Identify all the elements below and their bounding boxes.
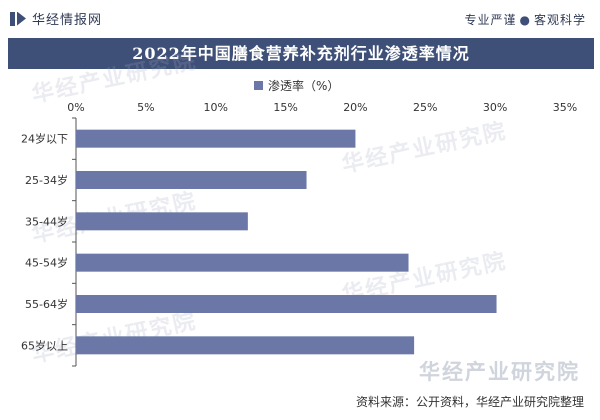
x-tick-label: 5%	[137, 101, 154, 114]
brand: 华经情报网	[10, 9, 102, 28]
bar	[76, 129, 356, 148]
x-tick-label: 35%	[553, 101, 577, 114]
x-tick-label: 30%	[483, 101, 507, 114]
y-tick-label: 35-44岁	[25, 214, 68, 228]
bar	[76, 253, 409, 272]
y-tick-label: 25-34岁	[25, 173, 68, 187]
bar	[76, 295, 497, 313]
slogan-left: 专业严谨	[464, 13, 517, 27]
x-tick-label: 15%	[273, 101, 297, 114]
y-tick-label: 45-54岁	[25, 256, 68, 270]
x-tick-label: 25%	[413, 101, 437, 114]
chart-title: 2022年中国膳食营养补充剂行业渗透率情况	[8, 38, 594, 69]
y-tick-label: 24岁以下	[21, 132, 68, 146]
source-note: 资料来源：公开资料，华经产业研究院整理	[355, 395, 584, 409]
bar	[76, 336, 415, 355]
bar	[76, 212, 248, 231]
slogan-dot: ●	[519, 13, 531, 27]
chart-legend: 渗透率（%）	[254, 77, 339, 94]
header-bar: 华经情报网 专业严谨 ● 客观科学	[0, 0, 600, 34]
y-tick-label: 55-64岁	[25, 297, 68, 311]
bar	[76, 171, 307, 189]
brand-logo-icon	[10, 11, 26, 26]
brand-name: 华经情报网	[32, 13, 103, 28]
y-tick-label: 65岁以上	[21, 338, 68, 352]
watermark-logo-text: 华经产业研究院	[419, 360, 580, 384]
legend-swatch	[254, 81, 263, 90]
slogan: 专业严谨 ● 客观科学	[464, 11, 586, 28]
legend-label: 渗透率（%）	[268, 79, 340, 93]
x-tick-label: 10%	[203, 101, 227, 114]
x-tick-label: 20%	[343, 101, 367, 114]
x-tick-label: 0%	[67, 101, 84, 114]
slogan-right: 客观科学	[533, 13, 586, 27]
